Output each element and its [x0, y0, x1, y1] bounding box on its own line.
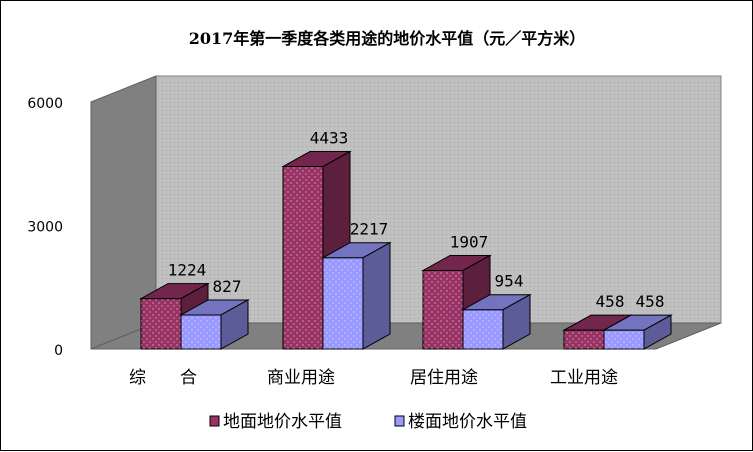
- y-tick-label: 3000: [27, 220, 63, 236]
- data-label: 1907: [450, 232, 489, 251]
- bar-texture: [423, 270, 463, 349]
- data-label: 458: [636, 292, 665, 311]
- bar-texture: [564, 330, 604, 349]
- legend-label: 地面地价水平值: [223, 412, 342, 432]
- data-label: 2217: [350, 220, 389, 239]
- bar-side: [643, 314, 672, 350]
- data-label: 954: [495, 272, 524, 291]
- legend-item: 地面地价水平值: [209, 412, 342, 432]
- data-label: 827: [213, 277, 242, 296]
- bar: [602, 314, 673, 350]
- legend-swatch: [209, 415, 220, 427]
- bar-texture: [604, 330, 644, 349]
- bar: [461, 293, 532, 350]
- y-tick-label: 6000: [27, 96, 63, 112]
- x-tick-label: 工业用途: [550, 368, 618, 388]
- x-tick-label: 商业用途: [267, 368, 335, 388]
- data-label: 458: [596, 292, 625, 311]
- bars-group: [139, 150, 673, 350]
- legend-swatch: [394, 415, 405, 427]
- x-tick-label: 居住用途: [410, 368, 478, 388]
- legend-item: 楼面地价水平值: [394, 412, 527, 432]
- x-axis: 综 合 商业用途 居住用途 工业用途: [129, 368, 618, 388]
- bar-texture: [283, 166, 323, 349]
- bar-texture: [141, 298, 181, 349]
- y-tick-label: 0: [54, 343, 63, 359]
- x-tick-label: 综 合: [129, 368, 197, 388]
- chart-title: 2017年第一季度各类用途的地价水平值（元／平方米）: [189, 29, 586, 48]
- bar: [281, 150, 352, 350]
- bar-side: [362, 241, 391, 350]
- legend: 地面地价水平值 楼面地价水平值: [209, 412, 527, 432]
- bar-texture: [463, 309, 503, 349]
- bar-side: [502, 293, 531, 350]
- bar: [321, 241, 392, 350]
- bar-texture: [181, 314, 221, 349]
- bar-texture: [323, 257, 363, 349]
- bar: [179, 299, 250, 350]
- data-label: 4433: [310, 129, 349, 148]
- legend-label: 楼面地价水平值: [408, 412, 527, 432]
- data-label: 1224: [168, 261, 207, 280]
- bar-side: [220, 299, 249, 350]
- data-labels: 1224 827 4433 2217 1907 954 458 458: [168, 129, 665, 312]
- y-axis: 0 3000 6000: [27, 96, 63, 359]
